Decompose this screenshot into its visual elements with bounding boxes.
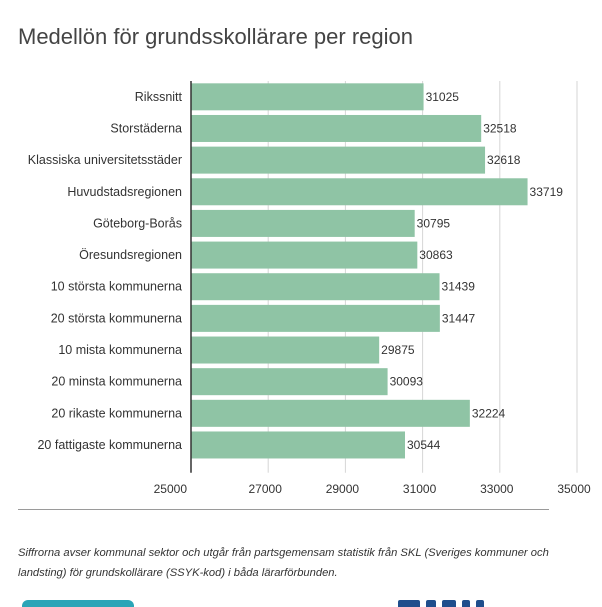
tick-label: 27000	[249, 482, 283, 496]
data-label: 30795	[417, 216, 451, 230]
bar	[191, 431, 405, 459]
tick-label: 33000	[480, 482, 514, 496]
divider	[18, 509, 549, 510]
data-label: 32518	[483, 121, 517, 135]
bar	[191, 83, 424, 111]
data-label: 33719	[530, 185, 564, 199]
category-label: Storstäderna	[110, 121, 182, 135]
data-label: 30863	[419, 248, 453, 262]
category-label: Rikssnitt	[135, 90, 183, 104]
data-label: 30093	[390, 375, 424, 389]
bar-chart: Rikssnitt 31025 Storstäderna 32518 Klassiska…	[28, 81, 591, 496]
bar	[191, 273, 440, 301]
bar	[191, 336, 380, 364]
bar	[191, 368, 388, 396]
data-label: 32618	[487, 153, 521, 167]
bar	[191, 146, 486, 174]
category-label: 20 rikaste kommunerna	[51, 406, 182, 420]
data-label: 30544	[407, 438, 441, 452]
tick-label: 25000	[154, 482, 188, 496]
category-label: 20 minsta kommunerna	[51, 375, 182, 389]
category-label: Öresundsregionen	[79, 248, 182, 262]
chart-title: Medellön för grundsskollärare per region	[18, 24, 413, 49]
bar	[191, 209, 415, 237]
bottom-button[interactable]	[22, 600, 134, 607]
bar	[191, 241, 418, 269]
category-label: Göteborg-Borås	[93, 216, 182, 230]
category-label: Klassiska universitetsstäder	[28, 153, 182, 167]
tick-label: 35000	[557, 482, 591, 496]
tick-label: 29000	[326, 482, 360, 496]
bar	[191, 178, 528, 206]
category-label: 20 största kommunerna	[51, 311, 182, 325]
data-label: 32224	[472, 406, 506, 420]
footnote: Siffrorna avser kommunal sektor och utgå…	[18, 547, 549, 579]
bar	[191, 399, 470, 427]
category-label: 20 fattigaste kommunerna	[37, 438, 182, 452]
category-label: Huvudstadsregionen	[67, 185, 182, 199]
category-label: 10 mista kommunerna	[58, 343, 182, 357]
data-label: 31025	[426, 90, 460, 104]
data-label: 31439	[442, 280, 476, 294]
category-label: 10 största kommunerna	[51, 280, 182, 294]
data-label: 29875	[381, 343, 415, 357]
logo-fragment	[398, 600, 538, 607]
bar	[191, 114, 482, 142]
data-label: 31447	[442, 311, 476, 325]
tick-label: 31000	[403, 482, 437, 496]
bar	[191, 304, 440, 332]
